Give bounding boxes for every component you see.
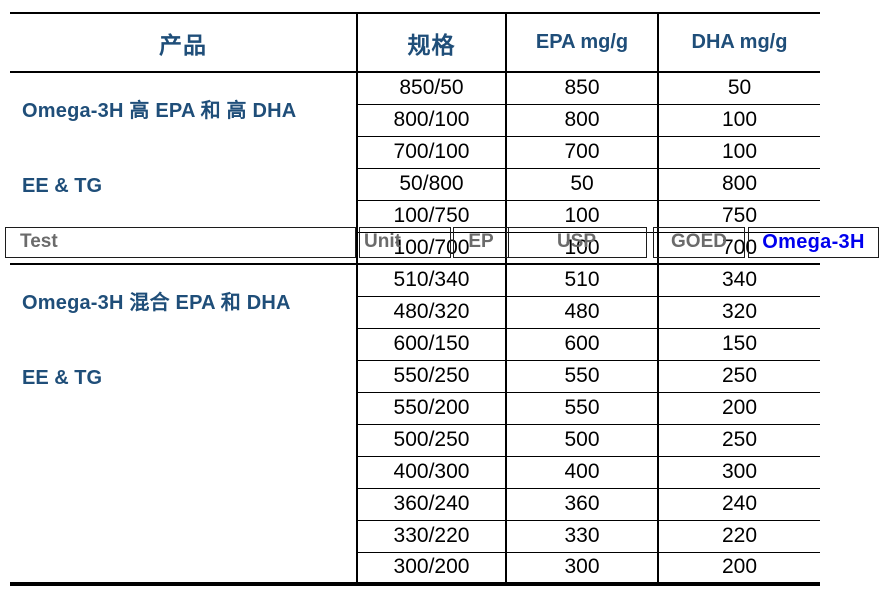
dha-cell: 800 — [657, 167, 820, 200]
dha-cell: 700 — [657, 231, 820, 264]
spec-cell: 550/250 — [356, 359, 506, 392]
epa-cell: 500 — [505, 423, 658, 456]
table-row: 800/100 800 100 — [10, 103, 820, 136]
dha-cell: 320 — [657, 295, 820, 328]
spec-cell: 100/750 — [356, 199, 506, 232]
spec-cell: 800/100 — [356, 103, 506, 136]
epa-cell: 50 — [505, 167, 658, 200]
epa-cell: 330 — [505, 519, 658, 552]
spec-cell: 50/800 — [356, 167, 506, 200]
spec-cell: 510/340 — [356, 263, 506, 296]
dha-cell: 100 — [657, 135, 820, 168]
dha-cell: 200 — [657, 391, 820, 424]
epa-cell: 850 — [505, 71, 658, 104]
spec-cell: 600/150 — [356, 327, 506, 360]
dha-cell: 750 — [657, 199, 820, 232]
epa-cell: 100 — [505, 231, 658, 264]
epa-cell: 100 — [505, 199, 658, 232]
spec-cell: 400/300 — [356, 455, 506, 488]
product-name: Omega-3H 高 EPA 和 高 DHA — [22, 100, 297, 122]
table-row: 480/320 480 320 — [10, 295, 820, 328]
dha-cell: 100 — [657, 103, 820, 136]
dha-cell: 340 — [657, 263, 820, 296]
product-cell-mixed: Omega-3H 混合 EPA 和 DHA EE & TG — [10, 263, 357, 584]
dha-cell: 220 — [657, 519, 820, 552]
dha-cell: 50 — [657, 71, 820, 104]
epa-cell: 510 — [505, 263, 658, 296]
table-header-row: 产品 规格 EPA mg/g DHA mg/g — [10, 13, 820, 73]
spec-cell: 500/250 — [356, 423, 506, 456]
spec-cell: 480/320 — [356, 295, 506, 328]
table-row: 100/700 100 700 — [10, 231, 820, 264]
epa-cell: 700 — [505, 135, 658, 168]
epa-cell: 400 — [505, 455, 658, 488]
dha-cell: 240 — [657, 487, 820, 520]
table-row: 100/750 100 750 — [10, 199, 820, 232]
spec-cell: 700/100 — [356, 135, 506, 168]
table-row: Omega-3H 混合 EPA 和 DHA EE & TG 510/340 51… — [10, 263, 820, 584]
epa-cell: 300 — [505, 551, 658, 584]
table-row: 50/800 50 800 — [10, 167, 820, 200]
header-spec: 规格 — [356, 13, 506, 73]
product-form: EE & TG — [22, 367, 103, 389]
spec-cell: 330/220 — [356, 519, 506, 552]
spec-cell: 100/700 — [356, 231, 506, 264]
header-product: 产品 — [10, 13, 357, 73]
table-row: 600/150 600 150 — [10, 327, 820, 360]
spec-cell: 300/200 — [356, 551, 506, 584]
spec-cell: 360/240 — [356, 487, 506, 520]
table-row: 400/300 400 300 — [10, 455, 820, 488]
product-cell-high: Omega-3H 高 EPA 和 高 DHA EE & TG — [10, 72, 357, 264]
table-row: Omega-3H 高 EPA 和 高 DHA EE & TG 850/50 85… — [10, 71, 820, 197]
epa-cell: 480 — [505, 295, 658, 328]
epa-cell: 360 — [505, 487, 658, 520]
table-row: 550/200 550 200 — [10, 391, 820, 424]
product-spec-table: 产品 规格 EPA mg/g DHA mg/g Omega-3H 高 EPA 和… — [10, 12, 820, 586]
table-row: 360/240 360 240 — [10, 487, 820, 520]
dha-cell: 250 — [657, 423, 820, 456]
spec-cell: 550/200 — [356, 391, 506, 424]
header-dha: DHA mg/g — [657, 13, 820, 73]
dha-cell: 250 — [657, 359, 820, 392]
table-row: 550/250 550 250 — [10, 359, 820, 392]
product-name: Omega-3H 混合 EPA 和 DHA — [22, 292, 291, 314]
epa-cell: 550 — [505, 359, 658, 392]
table-row: 700/100 700 100 — [10, 135, 820, 168]
dha-cell: 300 — [657, 455, 820, 488]
table-row: 500/250 500 250 — [10, 423, 820, 456]
table-row: 300/200 300 200 — [10, 551, 820, 584]
dha-cell: 200 — [657, 551, 820, 584]
header-epa: EPA mg/g — [505, 13, 658, 73]
product-form: EE & TG — [22, 175, 103, 197]
epa-cell: 800 — [505, 103, 658, 136]
table-row: 330/220 330 220 — [10, 519, 820, 552]
epa-cell: 550 — [505, 391, 658, 424]
spec-cell: 850/50 — [356, 71, 506, 104]
dha-cell: 150 — [657, 327, 820, 360]
epa-cell: 600 — [505, 327, 658, 360]
